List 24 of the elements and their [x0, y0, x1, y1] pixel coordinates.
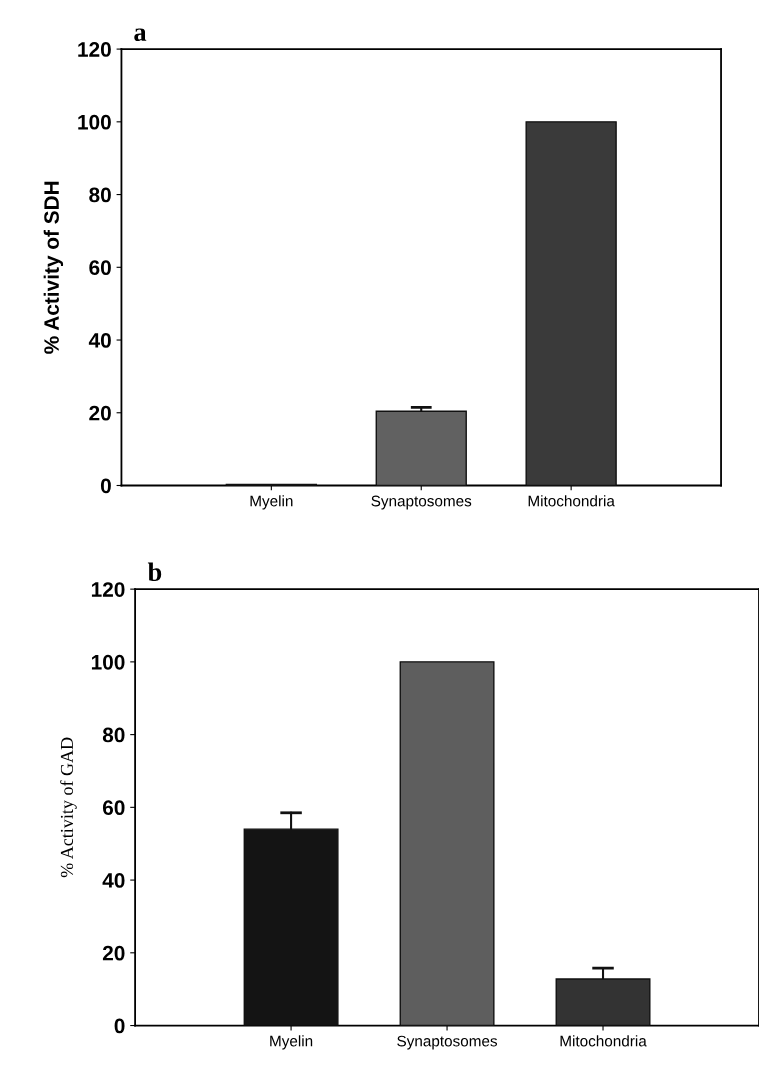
y-tick-label: 80 [89, 187, 111, 203]
y-tick-label: 100 [91, 654, 125, 670]
y-tick-label: 0 [114, 1018, 125, 1034]
x-tick-label: Myelin [270, 1035, 313, 1050]
y-axis-title: % Activity of GAD [60, 737, 77, 878]
y-tick-label: 40 [102, 873, 125, 888]
y-axis-title: % Activity of SDH [43, 181, 64, 354]
x-tick-label: Synaptosomes [371, 495, 472, 510]
y-tick-label: 60 [89, 260, 111, 276]
y-tick-label: 60 [102, 800, 125, 816]
x-tick-label: Mitochondria [528, 495, 615, 507]
chart-title: a [134, 28, 147, 42]
y-tick-label: 20 [102, 945, 125, 961]
y-tick-label: 20 [89, 405, 111, 421]
y-tick-label: 100 [78, 114, 111, 130]
x-tick-label: Synaptosomes [397, 1035, 498, 1050]
y-tick-label: 120 [78, 42, 111, 57]
y-tick-label: 0 [100, 478, 111, 494]
chart-title: b [147, 562, 162, 582]
y-tick-label: 80 [102, 727, 125, 743]
x-tick-label: Mitochondria [560, 1035, 647, 1047]
x-tick-label: Myelin [250, 495, 293, 510]
y-tick-label: 40 [88, 333, 111, 348]
y-tick-label: 120 [91, 582, 125, 597]
